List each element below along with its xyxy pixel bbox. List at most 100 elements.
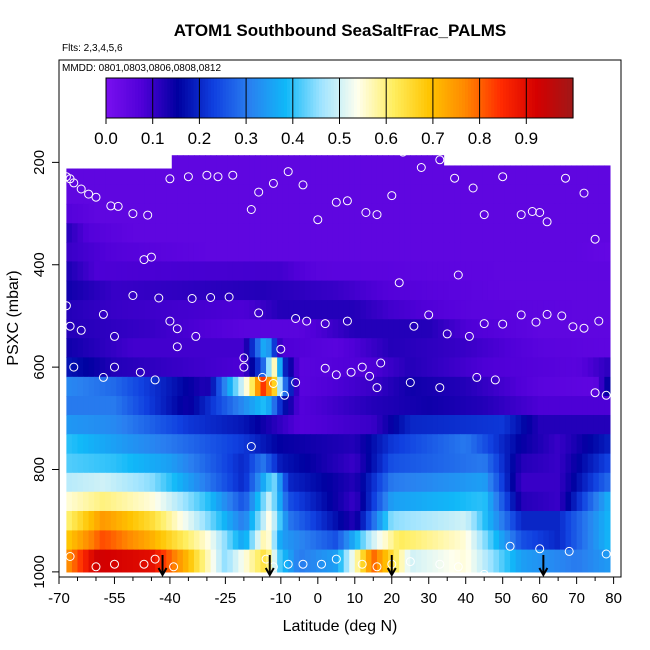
heatmap-cell xyxy=(349,242,356,263)
heatmap-cell xyxy=(105,491,112,512)
heatmap-cell xyxy=(121,472,129,493)
heatmap-cell xyxy=(421,434,428,455)
colorbar-swatch xyxy=(543,78,548,118)
heatmap-cell xyxy=(576,242,583,263)
heatmap-cell xyxy=(449,203,456,224)
heatmap-cell xyxy=(260,376,267,397)
colorbar-swatch xyxy=(415,78,419,118)
heatmap-cell xyxy=(149,184,156,205)
heatmap-cell xyxy=(421,414,428,435)
heatmap-cell xyxy=(116,338,123,359)
heatmap-cell xyxy=(304,184,312,205)
heatmap-cell xyxy=(493,261,500,282)
heatmap-cell xyxy=(476,549,483,573)
heatmap-cell xyxy=(426,261,434,282)
heatmap-cell xyxy=(254,414,262,435)
heatmap-cell xyxy=(293,203,300,224)
heatmap-cell xyxy=(388,414,395,435)
colorbar-swatch xyxy=(284,78,288,118)
heatmap-cell xyxy=(210,357,217,378)
heatmap-cell xyxy=(260,184,267,205)
heatmap-cell xyxy=(471,242,478,263)
heatmap-cell xyxy=(510,165,517,186)
heatmap-cell xyxy=(188,242,195,263)
heatmap-cell xyxy=(205,184,212,205)
heatmap-cell xyxy=(177,300,184,320)
heatmap-cell xyxy=(182,280,190,301)
heatmap-cell xyxy=(293,357,300,378)
heatmap-cell xyxy=(327,338,334,359)
heatmap-cell xyxy=(515,434,522,455)
heatmap-cell xyxy=(132,510,140,532)
heatmap-cell xyxy=(515,549,522,573)
heatmap-cell xyxy=(382,376,389,397)
colorbar-swatch xyxy=(295,78,300,118)
heatmap-cell xyxy=(365,300,373,320)
heatmap-cell xyxy=(587,223,594,244)
heatmap-cell xyxy=(360,549,367,573)
colorbar-swatch xyxy=(558,78,562,118)
heatmap-cell xyxy=(160,376,167,397)
colorbar-swatch xyxy=(213,78,218,118)
heatmap-cell xyxy=(460,338,467,359)
heatmap-cell xyxy=(360,376,367,397)
heatmap-cell xyxy=(121,434,129,455)
heatmap-cell xyxy=(94,530,101,551)
heatmap-cell xyxy=(238,300,245,320)
heatmap-cell xyxy=(587,280,594,301)
heatmap-cell xyxy=(210,530,217,551)
heatmap-cell xyxy=(460,242,467,263)
heatmap-cell xyxy=(432,453,439,474)
heatmap-cell xyxy=(393,338,400,359)
heatmap-cell xyxy=(521,414,528,435)
heatmap-cell xyxy=(99,319,106,339)
heatmap-cell xyxy=(155,549,162,573)
colorbar-swatch xyxy=(278,78,282,118)
colorbar-tick-label: 0.3 xyxy=(234,129,258,148)
heatmap-cell xyxy=(587,338,594,359)
heatmap-cell xyxy=(376,300,384,320)
heatmap-cell xyxy=(360,300,367,320)
heatmap-cell xyxy=(437,530,445,551)
heatmap-cell xyxy=(110,472,117,493)
heatmap-cell xyxy=(88,530,95,551)
heatmap-cell xyxy=(293,491,300,512)
heatmap-cell xyxy=(199,549,206,573)
heatmap-cell xyxy=(382,338,389,359)
heatmap-cell xyxy=(543,280,550,301)
heatmap-cell xyxy=(393,203,400,224)
heatmap-cell xyxy=(315,357,323,378)
heatmap-cell xyxy=(510,434,517,455)
heatmap-cell xyxy=(182,203,190,224)
heatmap-cell xyxy=(166,376,173,397)
heatmap-cell xyxy=(343,453,350,474)
heatmap-cell xyxy=(493,338,500,359)
heatmap-cell xyxy=(476,472,483,493)
heatmap-cell xyxy=(426,300,434,320)
heatmap-cell xyxy=(371,434,378,455)
heatmap-cell xyxy=(548,549,556,573)
heatmap-cell xyxy=(260,280,267,301)
heatmap-cell xyxy=(388,319,395,339)
y-tick-label: 800 xyxy=(31,457,48,482)
heatmap-cell xyxy=(254,453,262,474)
heatmap-cell xyxy=(532,223,539,244)
heatmap-cell xyxy=(476,242,483,263)
colorbar-swatch xyxy=(397,78,402,118)
heatmap-cell xyxy=(77,338,84,359)
heatmap-cell xyxy=(393,280,400,301)
heatmap-cell xyxy=(460,300,467,320)
heatmap-cell xyxy=(210,155,217,186)
heatmap-cell xyxy=(254,203,262,224)
heatmap-cell xyxy=(354,376,361,397)
heatmap-cell xyxy=(293,549,300,573)
heatmap-cell xyxy=(537,549,544,573)
heatmap-cell xyxy=(543,184,550,205)
heatmap-cell xyxy=(205,434,212,455)
heatmap-cell xyxy=(432,491,439,512)
heatmap-cell xyxy=(94,549,101,573)
heatmap-cell xyxy=(537,184,544,205)
heatmap-cell xyxy=(388,510,395,532)
heatmap-cell xyxy=(399,530,406,551)
heatmap-cell xyxy=(598,491,605,512)
